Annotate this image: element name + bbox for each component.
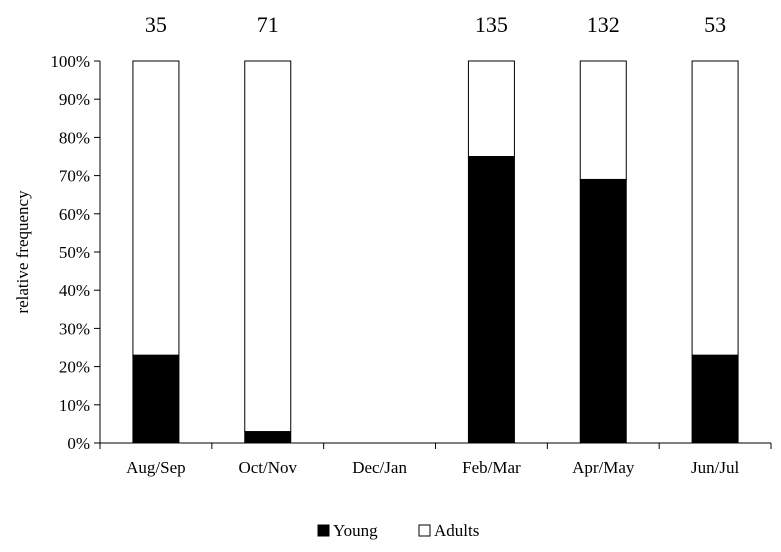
count-label: 135 [475,12,508,37]
bar-adults [132,60,180,356]
bar-adults [579,60,627,180]
bar-young [132,354,180,444]
bars [132,60,739,444]
y-tick-label: 60% [59,205,90,224]
axes: 0% 10% 20% 30% 40% 50% 60% 70% 80% 90% 100% [50,52,772,453]
y-tick-label: 50% [59,243,90,262]
y-tick-label: 0% [67,434,90,453]
x-tick-label: Jun/Jul [691,458,739,477]
labels: Aug/Sep 35 Oct/Nov 71 Dec/Jan Feb/Mar 135 Apr/M… [126,12,739,477]
legend-swatch-adults [418,524,431,537]
legend-label-young: Young [333,521,378,540]
bar-adults [467,60,515,157]
bar-young [467,156,515,444]
bar-young [691,354,739,444]
legend: Young Adults [317,521,479,540]
x-tick-label: Feb/Mar [462,458,521,477]
y-tick-label: 70% [59,167,90,186]
count-label: 53 [704,12,726,37]
count-label: 71 [257,12,279,37]
count-label: 132 [587,12,620,37]
y-axis-label: relative frequency [13,190,32,314]
y-tick-label: 30% [59,319,90,338]
y-tick-label: 20% [59,358,90,377]
bar-young [244,431,292,444]
y-tick-label: 90% [59,90,90,109]
y-tick-label: 100% [50,52,90,71]
bar-adults [244,60,292,433]
x-tick-label: Oct/Nov [238,458,297,477]
x-tick-label: Dec/Jan [352,458,407,477]
legend-label-adults: Adults [434,521,479,540]
x-tick-label: Apr/May [572,458,635,477]
bar-young [579,178,627,444]
y-tick-label: 10% [59,396,90,415]
bar-adults [691,60,739,356]
x-tick-label: Aug/Sep [126,458,186,477]
y-tick-label: 80% [59,128,90,147]
y-tick-label: 40% [59,281,90,300]
count-label: 35 [145,12,167,37]
legend-swatch-young [317,524,330,537]
